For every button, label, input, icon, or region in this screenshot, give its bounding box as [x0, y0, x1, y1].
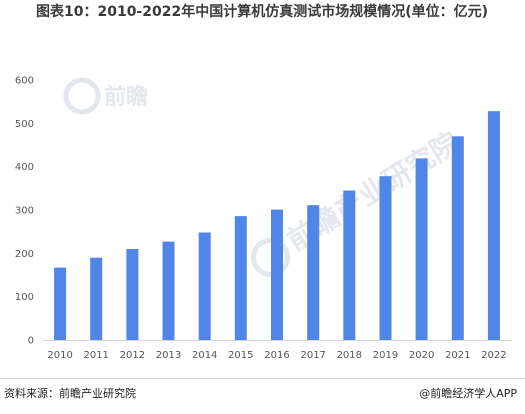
x-tick-label: 2021 — [445, 350, 470, 361]
x-tick-label: 2019 — [373, 350, 398, 361]
x-tick-label: 2012 — [120, 350, 145, 361]
y-tick-label: 200 — [15, 249, 34, 260]
x-tick-label: 2011 — [83, 350, 108, 361]
x-tick-label: 2020 — [409, 350, 434, 361]
bar-2010 — [54, 267, 67, 340]
x-tick-label: 2014 — [192, 350, 217, 361]
bar-2019 — [379, 176, 392, 340]
y-tick-label: 100 — [15, 292, 34, 303]
y-tick-label: 600 — [15, 76, 34, 87]
bar-2022 — [487, 111, 500, 340]
bar-2015 — [234, 216, 247, 340]
brand-credit: @前瞻经济学人APP — [419, 387, 517, 400]
bar-2017 — [307, 205, 320, 340]
y-tick-label: 300 — [15, 206, 34, 217]
bar-chart: 0 100 200 300 400 500 600 2010 2011 2012 2013 2014… — [15, 76, 512, 361]
y-tick-label: 400 — [15, 162, 34, 173]
y-axis: 0 100 200 300 400 500 600 — [15, 76, 34, 347]
chart-title: 图表10：2010-2022年中国计算机仿真测试市场规模情况(单位：亿元) — [35, 4, 489, 20]
bar-2018 — [343, 190, 356, 340]
bar-series — [54, 111, 500, 340]
x-tick-label: 2018 — [337, 350, 362, 361]
y-tick-label: 500 — [15, 119, 34, 130]
x-axis: 2010 2011 2012 2013 2014 2015 2016 2017 2018 2019… — [42, 340, 512, 361]
x-tick-label: 2017 — [300, 350, 325, 361]
x-tick-label: 2010 — [47, 350, 72, 361]
bar-2013 — [162, 241, 175, 340]
x-tick-label: 2022 — [481, 350, 506, 361]
source-note: 资料来源：前瞻产业研究院 — [4, 387, 136, 400]
bar-2021 — [451, 136, 464, 340]
y-tick-label: 0 — [28, 336, 34, 347]
bar-2020 — [415, 158, 428, 340]
x-tick-label: 2013 — [156, 350, 181, 361]
x-tick-label: 2016 — [264, 350, 289, 361]
bar-2014 — [198, 232, 211, 340]
bar-2012 — [126, 249, 139, 340]
bar-2016 — [271, 209, 283, 340]
bar-2011 — [90, 257, 103, 340]
x-tick-label: 2015 — [228, 350, 253, 361]
footer: 资料来源：前瞻产业研究院 @前瞻经济学人APP — [0, 378, 525, 414]
